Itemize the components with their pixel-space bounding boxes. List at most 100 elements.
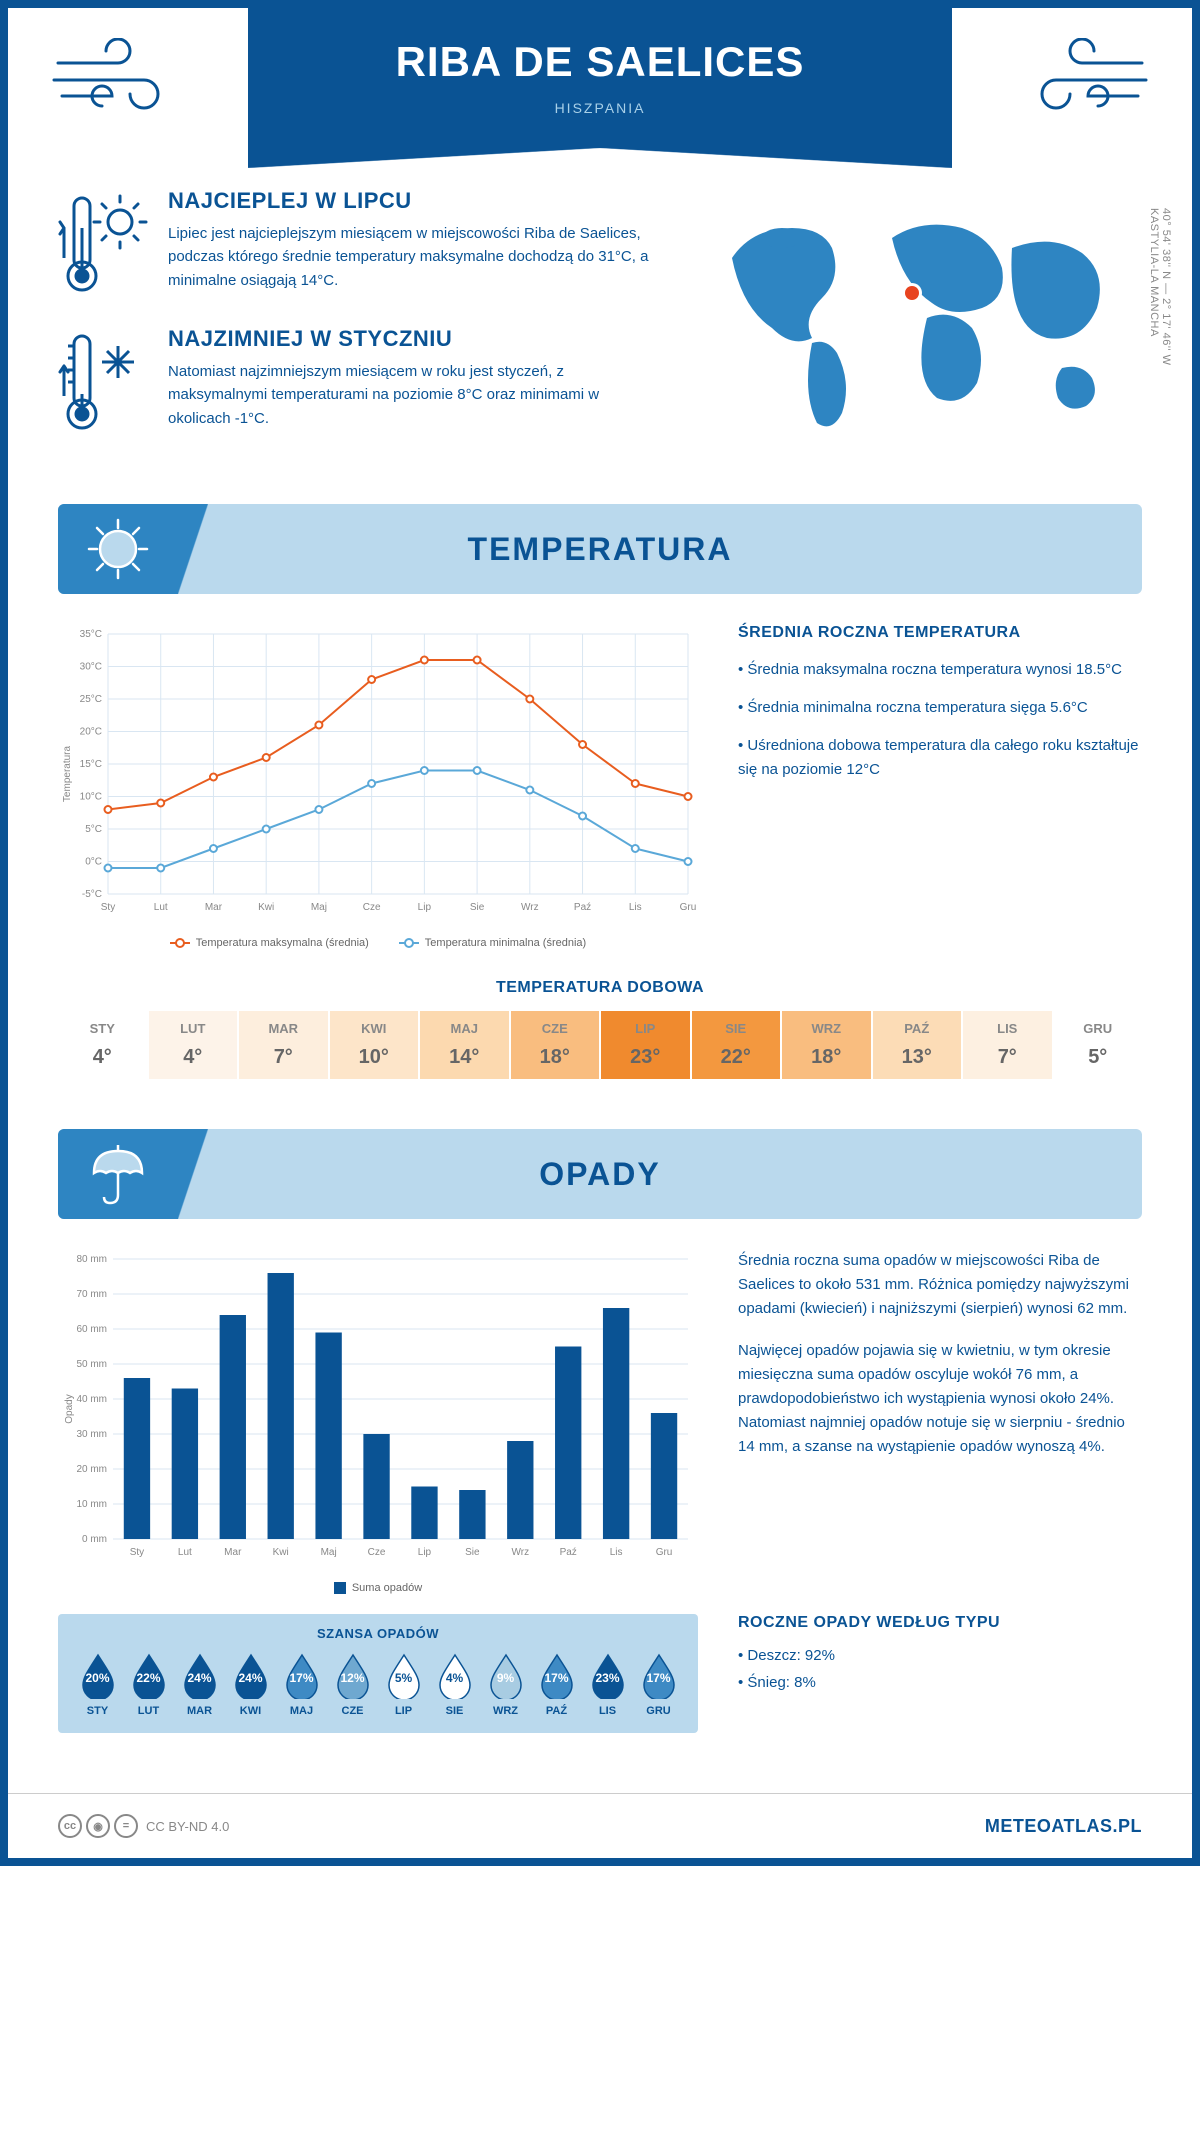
coordinates-label: 40° 54' 38'' N — 2° 17' 46'' WKASTYLIA-L… (1148, 208, 1172, 366)
svg-text:Gru: Gru (656, 1547, 673, 1558)
wind-icon (1002, 38, 1152, 118)
chance-cell: 12%CZE (329, 1651, 376, 1717)
chance-cell: 5%LIP (380, 1651, 427, 1717)
temp-bullet: • Uśredniona dobowa temperatura dla całe… (738, 734, 1142, 782)
svg-text:30°C: 30°C (80, 662, 102, 673)
daily-cell: GRU5° (1054, 1011, 1143, 1079)
license: cc ◉ = CC BY-ND 4.0 (58, 1814, 229, 1838)
license-text: CC BY-ND 4.0 (146, 1819, 229, 1834)
daily-cell: CZE18° (511, 1011, 600, 1079)
svg-text:Cze: Cze (363, 902, 381, 913)
chance-cell: 23%LIS (584, 1651, 631, 1717)
map-container: 40° 54' 38'' N — 2° 17' 46'' WKASTYLIA-L… (702, 188, 1142, 464)
fact-text: NAJCIEPLEJ W LIPCU Lipiec jest najcieple… (168, 188, 662, 298)
chance-cell: 17%GRU (635, 1651, 682, 1717)
page: RIBA DE SAELICES HISZPANIA NAJCIEPLEJ W … (0, 0, 1200, 1866)
title-banner: RIBA DE SAELICES HISZPANIA (248, 8, 952, 148)
svg-text:30 mm: 30 mm (76, 1429, 107, 1440)
thermometer-snow-icon (58, 326, 148, 436)
bottom-row: SZANSA OPADÓW 20%STY22%LUT24%MAR24%KWI17… (58, 1614, 1142, 1763)
chance-cell: 20%STY (74, 1651, 121, 1717)
svg-text:25°C: 25°C (80, 694, 102, 705)
page-title: RIBA DE SAELICES (248, 8, 952, 86)
chance-grid: 20%STY22%LUT24%MAR24%KWI17%MAJ12%CZE5%LI… (74, 1651, 682, 1717)
daily-cell: PAŹ13° (873, 1011, 962, 1079)
chance-cell: 24%MAR (176, 1651, 223, 1717)
svg-text:Gru: Gru (680, 902, 697, 913)
precip-para: Najwięcej opadów pojawia się w kwietniu,… (738, 1339, 1142, 1459)
wind-icon (48, 38, 198, 118)
chance-cell: 17%MAJ (278, 1651, 325, 1717)
svg-text:40 mm: 40 mm (76, 1394, 107, 1405)
daily-temp-grid: STY4°LUT4°MAR7°KWI10°MAJ14°CZE18°LIP23°S… (58, 1011, 1142, 1079)
svg-text:Cze: Cze (368, 1547, 386, 1558)
warmest-desc: Lipiec jest najcieplejszym miesiącem w m… (168, 222, 662, 292)
svg-text:10 mm: 10 mm (76, 1499, 107, 1510)
svg-text:20°C: 20°C (80, 727, 102, 738)
svg-text:50 mm: 50 mm (76, 1359, 107, 1370)
temperature-heading: TEMPERATURA (468, 531, 733, 568)
daily-cell: LIS7° (963, 1011, 1052, 1079)
svg-text:80 mm: 80 mm (76, 1254, 107, 1265)
precip-bar-chart: 0 mm10 mm20 mm30 mm40 mm50 mm60 mm70 mm8… (58, 1249, 698, 1594)
svg-text:Sty: Sty (130, 1547, 144, 1558)
svg-text:5°C: 5°C (85, 824, 102, 835)
svg-text:60 mm: 60 mm (76, 1324, 107, 1335)
daily-cell: LUT4° (149, 1011, 238, 1079)
svg-text:Sie: Sie (470, 902, 485, 913)
svg-text:Lip: Lip (418, 902, 432, 913)
chance-cell: 9%WRZ (482, 1651, 529, 1717)
svg-text:-5°C: -5°C (82, 889, 102, 900)
svg-text:Lut: Lut (154, 902, 168, 913)
svg-text:Maj: Maj (321, 1547, 337, 1558)
page-subtitle: HISZPANIA (248, 100, 952, 116)
svg-text:Wrz: Wrz (521, 902, 539, 913)
svg-text:35°C: 35°C (80, 629, 102, 640)
brand: METEOATLAS.PL (985, 1816, 1142, 1837)
svg-text:Kwi: Kwi (258, 902, 274, 913)
svg-text:Mar: Mar (224, 1547, 242, 1558)
type-heading: ROCZNE OPADY WEDŁUG TYPU (738, 1614, 1142, 1632)
chance-cell: 4%SIE (431, 1651, 478, 1717)
svg-text:15°C: 15°C (80, 759, 102, 770)
svg-text:Maj: Maj (311, 902, 327, 913)
line-chart-svg: -5°C0°C5°C10°C15°C20°C25°C30°C35°CStyLut… (58, 624, 698, 924)
svg-text:Temperatura: Temperatura (62, 745, 73, 802)
temperature-row: -5°C0°C5°C10°C15°C20°C25°C30°C35°CStyLut… (58, 624, 1142, 949)
temp-bullet: • Średnia maksymalna roczna temperatura … (738, 658, 1142, 682)
svg-text:Sty: Sty (101, 902, 115, 913)
facts-column: NAJCIEPLEJ W LIPCU Lipiec jest najcieple… (58, 188, 662, 464)
temp-bullet: • Średnia minimalna roczna temperatura s… (738, 696, 1142, 720)
daily-cell: MAR7° (239, 1011, 328, 1079)
temperature-line-chart: -5°C0°C5°C10°C15°C20°C25°C30°C35°CStyLut… (58, 624, 698, 949)
umbrella-icon (58, 1129, 178, 1219)
svg-text:Paź: Paź (560, 1547, 577, 1558)
warmest-title: NAJCIEPLEJ W LIPCU (168, 188, 662, 214)
type-item: • Deszcz: 92% (738, 1642, 1142, 1669)
chance-cell: 22%LUT (125, 1651, 172, 1717)
coldest-fact: NAJZIMNIEJ W STYCZNIU Natomiast najzimni… (58, 326, 662, 436)
svg-text:0 mm: 0 mm (82, 1534, 107, 1545)
precip-para: Średnia roczna suma opadów w miejscowośc… (738, 1249, 1142, 1321)
svg-text:Opady: Opady (64, 1394, 75, 1423)
daily-temp-title: TEMPERATURA DOBOWA (58, 979, 1142, 997)
warmest-fact: NAJCIEPLEJ W LIPCU Lipiec jest najcieple… (58, 188, 662, 298)
svg-text:0°C: 0°C (85, 857, 102, 868)
bar-chart-svg: 0 mm10 mm20 mm30 mm40 mm50 mm60 mm70 mm8… (58, 1249, 698, 1569)
fact-text: NAJZIMNIEJ W STYCZNIU Natomiast najzimni… (168, 326, 662, 436)
daily-cell: MAJ14° (420, 1011, 509, 1079)
svg-text:20 mm: 20 mm (76, 1464, 107, 1475)
precip-row: 0 mm10 mm20 mm30 mm40 mm50 mm60 mm70 mm8… (58, 1249, 1142, 1594)
sun-icon (58, 504, 178, 594)
coldest-desc: Natomiast najzimniejszym miesiącem w rok… (168, 360, 662, 430)
precip-info: Średnia roczna suma opadów w miejscowośc… (738, 1249, 1142, 1594)
chart-legend: Temperatura maksymalna (średnia) Tempera… (58, 937, 698, 949)
chance-cell: 17%PAŹ (533, 1651, 580, 1717)
svg-text:Lip: Lip (418, 1547, 432, 1558)
svg-text:Paź: Paź (574, 902, 591, 913)
precip-heading: OPADY (539, 1156, 660, 1193)
cc-icon: cc (58, 1814, 82, 1838)
svg-text:Lis: Lis (629, 902, 642, 913)
chance-cell: 24%KWI (227, 1651, 274, 1717)
footer: cc ◉ = CC BY-ND 4.0 METEOATLAS.PL (8, 1793, 1192, 1858)
